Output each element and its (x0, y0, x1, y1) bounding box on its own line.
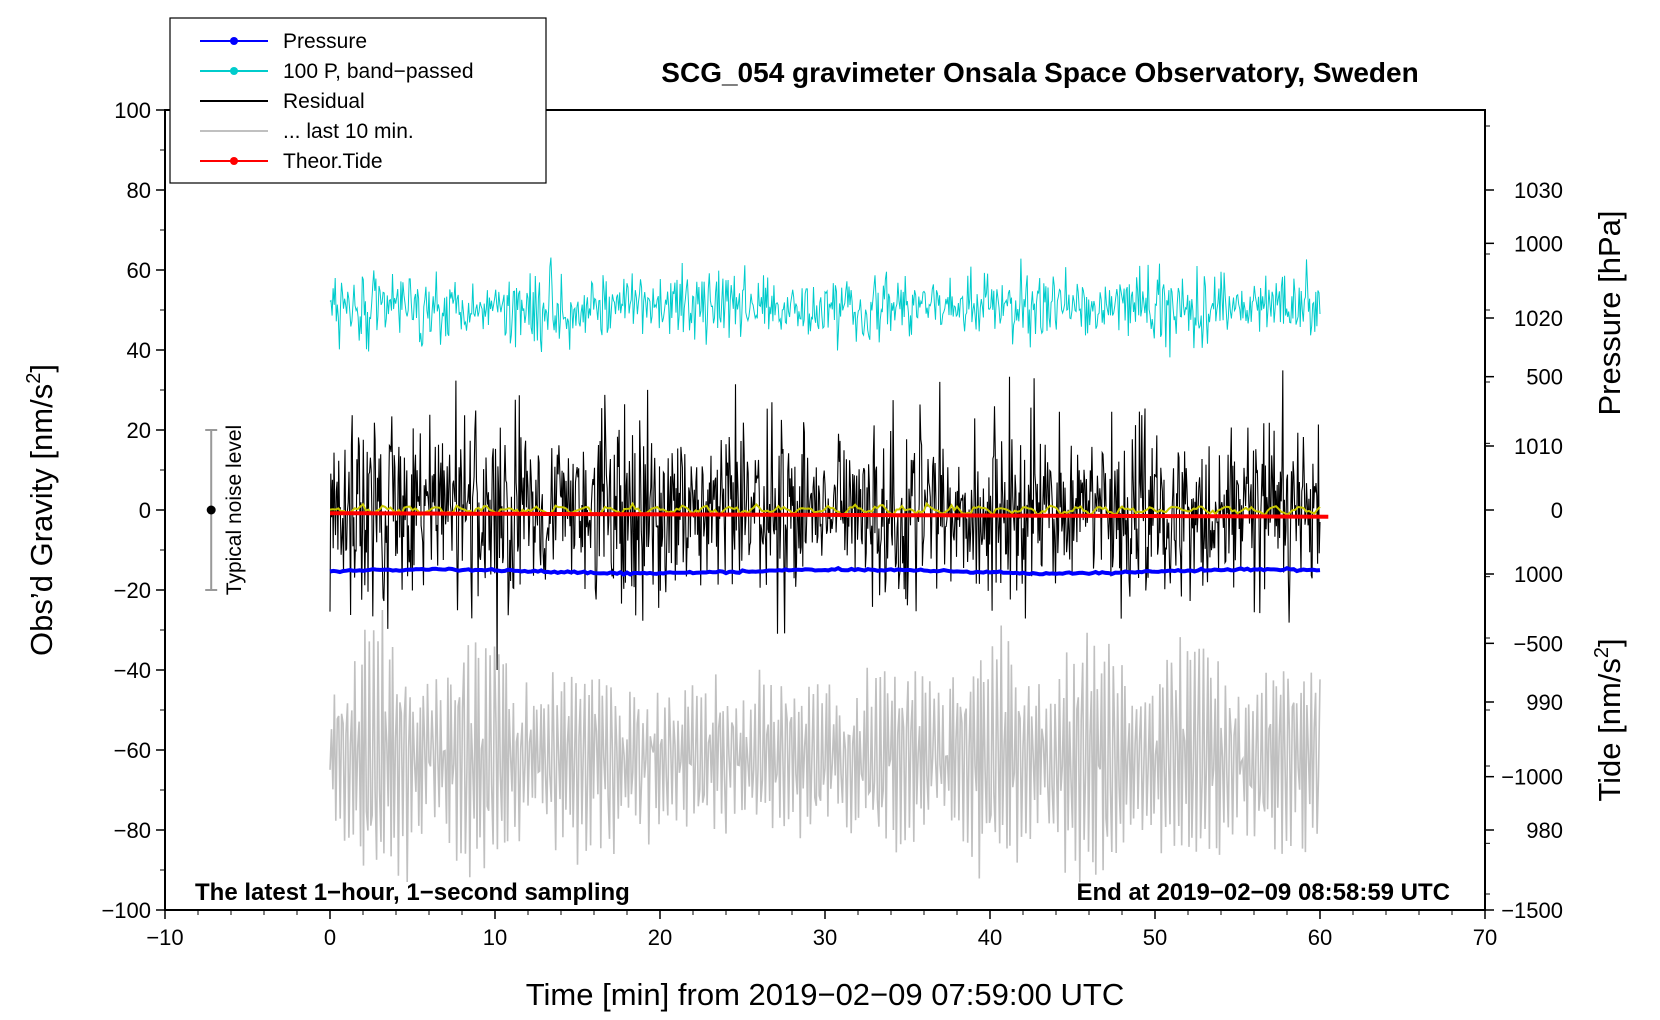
tide-tick-label: 1000 (1514, 231, 1563, 256)
pressure-tick-label: 1000 (1514, 562, 1563, 587)
series-residual-line (329, 370, 1321, 671)
axes: −10 0 10 20 30 40 50 60 70−100−80−60−40−20020406… (101, 98, 1563, 950)
series-pressure-line (329, 565, 1321, 577)
tide-tick-label: −500 (1513, 631, 1563, 656)
y-axis-title-left-end: ] (24, 364, 59, 373)
y-axis-title-left-text: Obs’d Gravity [nm/s (24, 384, 59, 656)
y-tick-label: 40 (127, 338, 151, 363)
legend-marker (230, 67, 238, 75)
y-axis-title-pressure: Pressure [hPa] (1592, 210, 1627, 415)
x-tick-label: 0 (324, 925, 336, 950)
pressure-tick-label: 990 (1526, 690, 1563, 715)
tide-tick-label: −1500 (1501, 898, 1563, 923)
y-tick-label: 20 (127, 418, 151, 443)
chart-title: SCG_054 gravimeter Onsala Space Observat… (661, 57, 1418, 88)
noise-center-dot (206, 505, 216, 515)
y-axis-title-tide: Tide [nm/s2] (1591, 638, 1627, 801)
noise-indicator: Typical noise level (205, 425, 246, 595)
tide-tick-label: −1000 (1501, 765, 1563, 790)
pressure-tick-label: 1010 (1514, 434, 1563, 459)
y-axis-title-tide-end: ] (1592, 638, 1627, 647)
x-tick-label: 10 (483, 925, 507, 950)
x-tick-label: 70 (1473, 925, 1497, 950)
y-tick-label: −40 (114, 658, 151, 683)
y-tick-label: −80 (114, 818, 151, 843)
x-tick-label: 20 (648, 925, 672, 950)
y-tick-label: 60 (127, 258, 151, 283)
legend-marker (230, 157, 238, 165)
y-tick-label: −100 (101, 898, 151, 923)
x-axis-title: Time [min] from 2019−02−09 07:59:00 UTC (526, 977, 1125, 1012)
tide-tick-label: 500 (1526, 365, 1563, 390)
y-tick-label: 80 (127, 178, 151, 203)
legend-label: Residual (283, 90, 365, 113)
y-axis-title-left-sup: 2 (23, 373, 45, 384)
legend-label: Pressure (283, 30, 367, 53)
x-tick-label: 30 (813, 925, 837, 950)
series-tide-line (329, 511, 1329, 519)
legend-label: 100 P, band−passed (283, 60, 474, 83)
annotation-sampling: The latest 1−hour, 1−second sampling (195, 879, 630, 906)
legend-label: ... last 10 min. (283, 120, 414, 143)
series-band-passed-line (329, 257, 1321, 358)
x-tick-label: 40 (978, 925, 1002, 950)
data-traces (329, 257, 1329, 883)
pressure-tick-label: 1030 (1514, 178, 1563, 203)
y-tick-label: −20 (114, 578, 151, 603)
legend: Pressure 100 P, band−passed Residual ... la… (169, 17, 547, 184)
series-last-10-min-line (329, 609, 1321, 883)
x-tick-label: 60 (1308, 925, 1332, 950)
y-axis-title-left: Obs’d Gravity [nm/s2] (23, 364, 59, 656)
y-tick-label: −60 (114, 738, 151, 763)
x-tick-label: 50 (1143, 925, 1167, 950)
tide-tick-label: 0 (1551, 498, 1563, 523)
noise-level-label: Typical noise level (223, 425, 246, 595)
y-tick-label: 0 (139, 498, 151, 523)
annotation-end-time: End at 2019−02−09 08:58:59 UTC (1076, 879, 1450, 906)
pressure-tick-label: 1020 (1514, 306, 1563, 331)
pressure-tick-label: 980 (1526, 818, 1563, 843)
y-axis-title-tide-text: Tide [nm/s (1592, 658, 1627, 802)
y-tick-label: 100 (114, 98, 151, 123)
y-axis-title-tide-sup: 2 (1591, 647, 1613, 658)
legend-marker (230, 37, 238, 45)
legend-label: Theor.Tide (283, 150, 383, 173)
x-tick-label: −10 (146, 925, 183, 950)
